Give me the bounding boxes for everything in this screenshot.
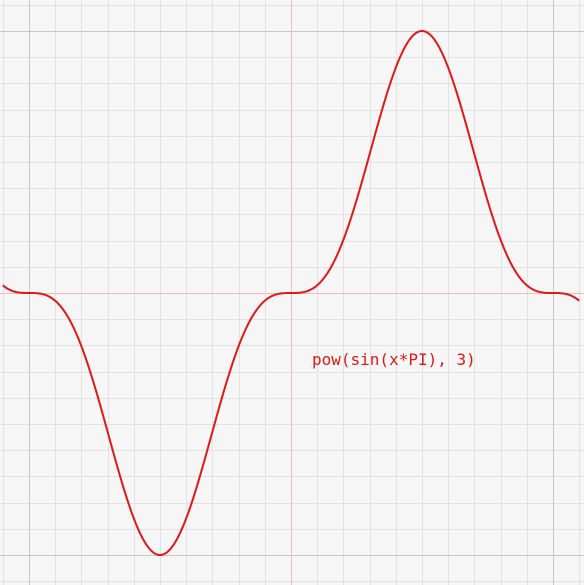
series-line	[2, 30, 580, 556]
curve-layer	[2, 30, 580, 556]
function-label: pow(sin(x*PI), 3)	[312, 350, 476, 369]
